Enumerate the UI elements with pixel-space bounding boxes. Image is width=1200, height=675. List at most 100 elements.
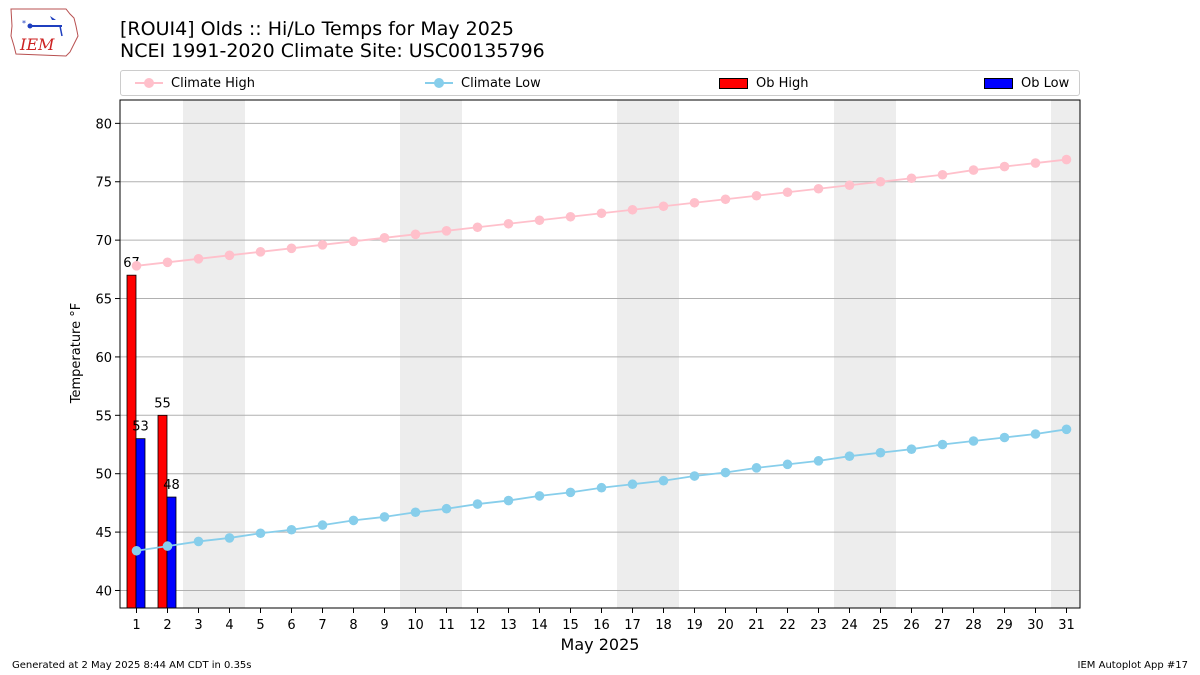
climate-high-point xyxy=(503,218,514,229)
climate-high-point xyxy=(813,183,824,194)
climate-low-point xyxy=(410,507,421,518)
climate-low-point xyxy=(379,512,390,522)
y-tick-label: 50 xyxy=(95,468,112,483)
x-tick-label: 20 xyxy=(717,618,734,633)
climate-high-point xyxy=(627,204,638,215)
chart-title: [ROUI4] Olds :: Hi/Lo Temps for May 2025 xyxy=(120,18,514,40)
climate-high-point xyxy=(224,250,235,261)
x-tick-label: 12 xyxy=(469,618,486,633)
legend-label-climate-high: Climate High xyxy=(171,75,256,91)
weekend-shade xyxy=(648,100,679,608)
x-tick-label: 13 xyxy=(500,618,517,633)
climate-high-point xyxy=(441,225,452,236)
climate-high-point xyxy=(782,187,793,198)
x-tick-label: 31 xyxy=(1058,618,1075,633)
climate-low-point xyxy=(503,495,514,506)
x-tick-label: 3 xyxy=(194,618,202,633)
chart-subtitle: NCEI 1991-2020 Climate Site: USC00135796 xyxy=(120,40,545,62)
climate-low-point xyxy=(1030,429,1041,439)
climate-high-point xyxy=(906,173,917,184)
x-tick-label: 19 xyxy=(686,618,703,633)
x-tick-label: 30 xyxy=(1027,618,1044,633)
climate-low-point xyxy=(813,456,824,466)
climate-high-point xyxy=(1030,158,1041,168)
x-tick-label: 26 xyxy=(903,618,920,633)
x-tick-label: 25 xyxy=(872,618,889,633)
x-tick-label: 10 xyxy=(407,618,424,633)
climate-high-point xyxy=(937,169,948,180)
x-tick-label: 17 xyxy=(624,618,641,633)
legend-swatch-blue xyxy=(984,77,1013,89)
climate-high-point xyxy=(751,190,762,201)
y-axis-label: Temperature °F xyxy=(69,303,84,404)
x-tick-label: 6 xyxy=(287,618,295,633)
climate-high-point xyxy=(534,215,545,226)
climate-high-point xyxy=(348,236,359,247)
climate-high-point xyxy=(131,261,142,271)
x-tick-label: 27 xyxy=(934,618,951,633)
climate-low-point xyxy=(286,524,297,535)
climate-high-point xyxy=(565,211,576,222)
climate-high-point xyxy=(1061,154,1072,165)
climate-low-point xyxy=(162,541,173,551)
legend-line-marker xyxy=(425,78,453,88)
svg-text:*: * xyxy=(22,19,26,28)
climate-high-point xyxy=(379,233,390,243)
y-tick-label: 60 xyxy=(95,351,112,366)
climate-high-point xyxy=(162,257,173,268)
climate-high-point xyxy=(875,176,886,187)
climate-high-point xyxy=(658,201,669,212)
climate-high-point xyxy=(720,194,731,205)
climate-low-point xyxy=(906,444,917,454)
climate-low-point xyxy=(689,471,700,481)
climate-low-point xyxy=(565,487,576,498)
legend-ob-high: Ob High xyxy=(719,71,809,95)
bar-data-label: 55 xyxy=(154,396,171,411)
bar-data-label: 53 xyxy=(132,420,149,435)
climate-high-point xyxy=(193,254,204,264)
climate-high-point xyxy=(317,240,328,250)
legend-swatch-red xyxy=(719,77,748,89)
climate-low-point xyxy=(658,475,669,486)
climate-low-point xyxy=(472,499,483,509)
climate-low-point xyxy=(348,515,359,526)
legend-line-marker xyxy=(135,78,163,88)
x-tick-label: 1 xyxy=(132,618,140,633)
climate-low-point xyxy=(255,528,266,539)
climate-high-point xyxy=(844,180,855,191)
climate-low-point xyxy=(596,482,607,493)
ob-low-bar xyxy=(135,438,146,608)
bar-data-label: 48 xyxy=(163,478,180,493)
climate-low-point xyxy=(782,459,793,470)
climate-low-point xyxy=(224,533,235,543)
legend-label-climate-low: Climate Low xyxy=(461,75,541,91)
x-tick-label: 11 xyxy=(438,618,455,633)
weekend-shade xyxy=(400,100,431,608)
x-tick-label: 5 xyxy=(256,618,264,633)
x-tick-label: 4 xyxy=(225,618,233,633)
y-tick-label: 45 xyxy=(95,526,112,541)
climate-high-point xyxy=(999,161,1010,172)
legend-climate-low: Climate Low xyxy=(425,71,541,95)
legend-label-ob-low: Ob Low xyxy=(1021,75,1070,91)
generated-note: Generated at 2 May 2025 8:44 AM CDT in 0… xyxy=(12,660,252,671)
iem-logo: * IEM xyxy=(10,8,79,57)
climate-high-point xyxy=(689,197,700,208)
climate-low-point xyxy=(844,451,855,461)
ob-high-bar xyxy=(157,414,168,608)
y-tick-label: 70 xyxy=(95,234,112,249)
x-tick-label: 22 xyxy=(779,618,796,633)
climate-high-point xyxy=(968,165,979,175)
legend-climate-high: Climate High xyxy=(135,71,255,95)
climate-low-point xyxy=(751,463,762,473)
x-tick-label: 21 xyxy=(748,618,765,633)
x-tick-label: 28 xyxy=(965,618,982,633)
climate-low-point xyxy=(441,503,452,514)
weekend-shade xyxy=(617,100,648,608)
x-tick-label: 9 xyxy=(380,618,388,633)
climate-low-point xyxy=(937,439,948,450)
y-tick-label: 65 xyxy=(95,293,112,308)
x-tick-label: 15 xyxy=(562,618,579,633)
ob-high-bar xyxy=(126,274,137,608)
